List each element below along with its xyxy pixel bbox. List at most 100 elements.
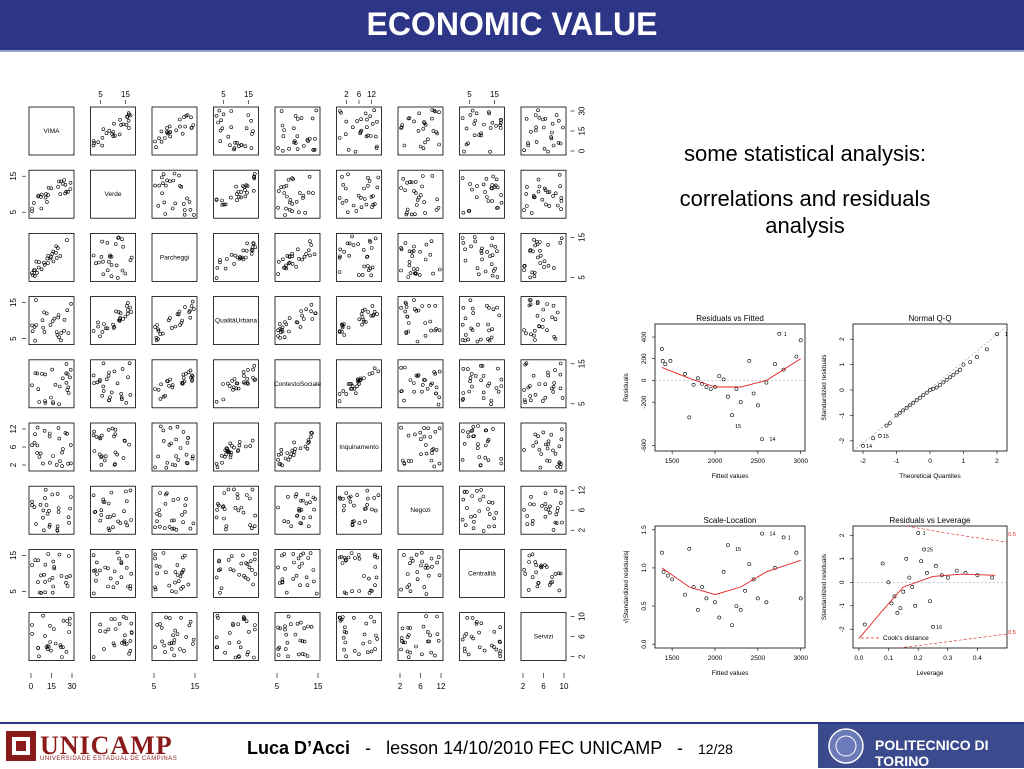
matrix-point	[214, 575, 219, 580]
matrix-point	[46, 552, 51, 556]
matrix-point	[128, 648, 133, 653]
matrix-point	[306, 524, 311, 529]
matrix-point	[522, 567, 526, 572]
matrix-point	[61, 645, 65, 650]
diag-x-tick-label: 2000	[708, 655, 723, 662]
matrix-point	[112, 121, 116, 126]
matrix-point	[475, 266, 480, 271]
matrix-point	[309, 430, 313, 435]
diag-point-label: 1	[784, 332, 787, 338]
matrix-point	[68, 181, 73, 185]
matrix-point	[532, 328, 537, 333]
matrix-point	[237, 195, 241, 199]
matrix-point	[350, 589, 354, 594]
matrix-point	[460, 116, 465, 120]
matrix-point	[490, 327, 495, 332]
matrix-point	[491, 307, 496, 312]
matrix-point	[91, 493, 96, 498]
diag-point	[696, 608, 700, 612]
matrix-point	[376, 493, 381, 498]
matrix-point	[154, 145, 158, 149]
matrix-point	[178, 574, 183, 579]
diag-point	[764, 380, 769, 385]
matrix-point	[250, 438, 255, 443]
matrix-point	[420, 383, 425, 387]
matrix-point	[157, 183, 162, 188]
matrix-point	[65, 238, 69, 242]
matrix-point	[298, 446, 303, 451]
matrix-point	[558, 184, 562, 188]
matrix-point	[223, 202, 228, 207]
matrix-point	[522, 507, 526, 512]
matrix-point	[468, 182, 472, 186]
matrix-point	[113, 450, 118, 455]
matrix-point	[560, 396, 565, 400]
matrix-point	[166, 379, 170, 384]
matrix-point	[227, 641, 232, 645]
matrix-point	[547, 190, 552, 194]
diag-point	[945, 575, 950, 580]
matrix-point	[553, 368, 557, 372]
matrix-point	[405, 180, 409, 185]
matrix-point	[242, 573, 246, 578]
matrix-point	[408, 561, 412, 566]
matrix-point	[479, 363, 483, 368]
matrix-point	[175, 424, 180, 429]
matrix-panel	[90, 106, 136, 156]
matrix-point	[43, 195, 48, 200]
matrix-point	[312, 579, 316, 584]
matrix-point	[153, 552, 157, 557]
matrix-point	[239, 505, 244, 510]
matrix-point	[94, 578, 98, 583]
matrix-point	[235, 192, 239, 196]
matrix-point	[558, 386, 563, 391]
matrix-bottom-tick-label: 15	[191, 682, 200, 691]
matrix-point	[53, 382, 58, 387]
diag-point	[928, 388, 932, 392]
diag-point	[738, 400, 743, 405]
matrix-point	[188, 208, 193, 212]
diag-point	[781, 367, 786, 372]
matrix-point	[244, 183, 249, 187]
matrix-point	[497, 639, 502, 644]
matrix-point	[553, 520, 558, 525]
matrix-point	[96, 324, 100, 329]
diag-plot-xlabel: Theoretical Quantiles	[899, 473, 961, 480]
matrix-point	[59, 338, 63, 343]
diag-plot-title: Scale-Location	[704, 516, 757, 525]
diag-y-tick-label: -1	[839, 602, 846, 608]
matrix-point	[215, 507, 219, 512]
matrix-point	[47, 524, 52, 529]
cooks-legend-label: Cook's distance	[883, 635, 929, 642]
cooks-label-top: 0.5	[1008, 532, 1016, 538]
matrix-point	[112, 569, 117, 574]
matrix-point	[369, 615, 373, 619]
matrix-point	[235, 492, 240, 497]
matrix-point	[109, 490, 114, 495]
matrix-point	[226, 381, 230, 386]
matrix-panel	[90, 359, 136, 409]
matrix-point	[362, 632, 367, 637]
matrix-panel	[520, 169, 567, 219]
matrix-point	[341, 389, 346, 393]
matrix-point	[476, 272, 481, 277]
matrix-point	[347, 495, 351, 500]
matrix-point	[40, 318, 45, 323]
matrix-point	[175, 573, 180, 577]
matrix-point	[426, 426, 430, 431]
matrix-point	[408, 271, 413, 275]
matrix-point	[156, 387, 161, 392]
matrix-point	[344, 654, 348, 659]
matrix-point	[111, 585, 116, 590]
matrix-point	[478, 337, 483, 342]
matrix-point	[376, 175, 381, 180]
matrix-point	[181, 520, 185, 525]
matrix-point	[366, 184, 370, 188]
matrix-variable-label: VIMA	[44, 128, 61, 135]
matrix-point	[36, 646, 41, 650]
matrix-point	[475, 446, 480, 450]
diag-point	[726, 543, 730, 548]
matrix-variable-label: QualitàUrbana	[215, 318, 257, 325]
matrix-point	[218, 567, 223, 572]
matrix-point	[399, 636, 404, 640]
